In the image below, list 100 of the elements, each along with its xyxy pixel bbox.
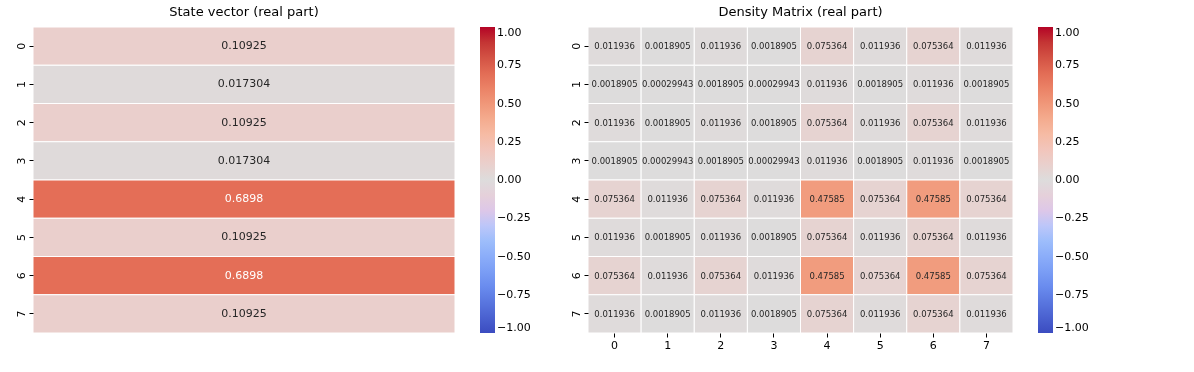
data-label: 0.011936 [966, 232, 1007, 243]
data-label: 0.0018905 [697, 155, 744, 166]
data-label: 0.011936 [594, 232, 635, 243]
y-tick-label: 5 [569, 233, 583, 241]
chart-title: State vector (real part) [169, 3, 319, 19]
data-label: 0.6898 [224, 192, 264, 206]
data-label: 0.011936 [966, 308, 1007, 319]
y-tick-label: 0 [569, 42, 583, 50]
data-label: 0.10925 [221, 306, 267, 320]
color-bar-label: 0.75 [497, 58, 522, 72]
data-label: 0.00029943 [642, 155, 694, 166]
color-bar-label: −0.75 [1055, 287, 1089, 301]
x-tick-label: 5 [876, 338, 884, 352]
color-bar-label: −0.50 [497, 249, 531, 263]
data-label: 0.075364 [913, 232, 954, 243]
y-tick-label: 1 [14, 80, 28, 88]
color-bar-label: −0.25 [1055, 211, 1089, 225]
data-label: 0.011936 [859, 117, 901, 128]
color-bar-label: −0.50 [1055, 249, 1089, 263]
y-tick-label: 2 [569, 119, 583, 127]
data-label: 0.011936 [594, 308, 635, 319]
data-label: 0.011936 [859, 308, 901, 319]
data-label: 0.075364 [806, 117, 848, 128]
data-label: 0.0018905 [857, 79, 904, 90]
data-label: 0.10925 [221, 39, 267, 53]
color-bar-label: 0.25 [497, 134, 522, 148]
data-label: 0.10925 [221, 230, 267, 244]
data-label: 0.6898 [224, 268, 264, 282]
data-label: 0.011936 [700, 232, 742, 243]
color-bar-label: 1.00 [1055, 26, 1080, 39]
y-tick-label: 4 [569, 195, 583, 203]
data-label: 0.0018905 [750, 117, 797, 128]
data-label: 0.011936 [806, 155, 848, 166]
data-label: 0.075364 [966, 194, 1007, 205]
x-tick-label: 4 [823, 338, 831, 352]
color-bar-label: −1.00 [497, 321, 531, 334]
y-tick-label: 4 [14, 195, 28, 203]
data-label: 0.075364 [913, 41, 954, 52]
color-bar-label: 0.50 [1055, 96, 1080, 110]
data-label: 0.0018905 [963, 79, 1010, 90]
y-tick-label: 6 [569, 272, 583, 280]
data-label: 0.075364 [700, 270, 742, 281]
data-label: 0.0018905 [750, 41, 797, 52]
data-label: 0.47585 [915, 270, 951, 281]
y-tick-label: 3 [569, 157, 583, 165]
data-label: 0.011936 [966, 117, 1007, 128]
y-tick-label: 7 [14, 310, 28, 318]
y-tick-label: 0 [14, 42, 28, 50]
data-label: 0.0018905 [750, 308, 797, 319]
data-label: 0.075364 [594, 194, 635, 205]
color-bar-label: 0.50 [497, 96, 522, 110]
data-label: 0.10925 [221, 115, 267, 129]
data-label: 0.0018905 [644, 232, 691, 243]
data-label: 0.011936 [647, 270, 688, 281]
data-label: 0.0018905 [750, 232, 797, 243]
x-tick-label: 7 [982, 338, 990, 352]
chart-title: Density Matrix (real part) [718, 3, 883, 19]
data-label: 0.0018905 [963, 155, 1010, 166]
data-label: 0.075364 [913, 117, 954, 128]
data-label: 0.075364 [966, 270, 1007, 281]
data-label: 0.011936 [753, 270, 795, 281]
data-label: 0.075364 [859, 194, 901, 205]
x-tick-label: 2 [717, 338, 725, 352]
color-bar-label: 0.00 [1055, 173, 1080, 186]
data-label: 0.011936 [859, 232, 901, 243]
data-label: 0.017304 [217, 153, 271, 167]
x-tick-label: 1 [664, 338, 672, 352]
color-bar-label: −0.25 [497, 211, 531, 225]
data-label: 0.0018905 [697, 79, 744, 90]
y-tick-label: 3 [14, 157, 28, 165]
data-label: 0.011936 [594, 117, 635, 128]
y-tick-label: 6 [14, 272, 28, 280]
data-label: 0.017304 [217, 77, 271, 91]
data-label: 0.011936 [594, 41, 635, 52]
data-label: 0.011936 [859, 41, 901, 52]
x-tick-label: 0 [611, 338, 619, 352]
data-label: 0.011936 [700, 308, 742, 319]
data-label: 0.011936 [913, 155, 954, 166]
data-label: 0.075364 [806, 232, 848, 243]
y-tick-label: 2 [14, 119, 28, 127]
data-label: 0.00029943 [642, 79, 694, 90]
data-label: 0.075364 [594, 270, 635, 281]
data-label: 0.011936 [753, 194, 795, 205]
data-label: 0.075364 [806, 308, 848, 319]
color-bar-label: −0.75 [497, 287, 531, 301]
data-label: 0.011936 [806, 79, 848, 90]
x-tick-label: 6 [929, 338, 937, 352]
data-label: 0.47585 [809, 270, 845, 281]
data-label: 0.00029943 [748, 79, 800, 90]
data-label: 0.075364 [806, 41, 848, 52]
y-tick-label: 1 [569, 80, 583, 88]
data-label: 0.0018905 [857, 155, 904, 166]
data-label: 0.0018905 [644, 117, 691, 128]
data-label: 0.00029943 [748, 155, 800, 166]
data-label: 0.0018905 [591, 155, 638, 166]
data-label: 0.011936 [966, 41, 1007, 52]
color-bar-label: 0.75 [1055, 58, 1080, 72]
data-label: 0.075364 [700, 194, 742, 205]
data-label: 0.0018905 [644, 308, 691, 319]
color-bar-label: 0.00 [497, 173, 522, 186]
